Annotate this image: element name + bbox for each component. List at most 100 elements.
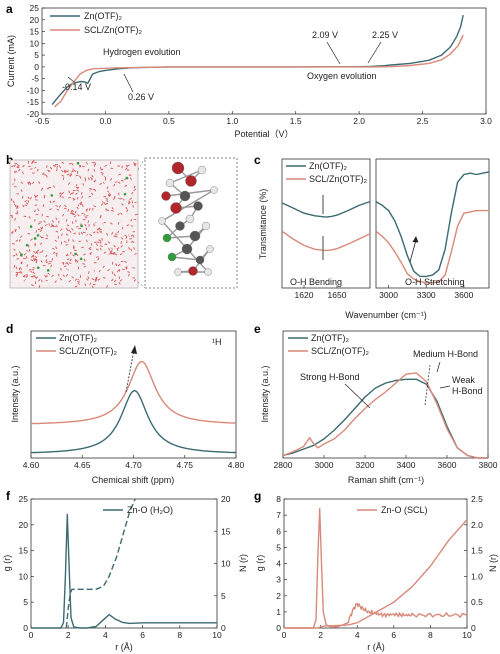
water-molecule [62, 213, 64, 217]
water-molecule [88, 271, 90, 274]
g-right-ytick-label: 1.5 [471, 546, 483, 556]
water-molecule [25, 188, 29, 192]
a-ytick-label: 20 [30, 15, 40, 25]
water-molecule [105, 208, 108, 211]
water-molecule [66, 262, 69, 266]
water-molecule [35, 177, 38, 180]
water-molecule [23, 261, 27, 264]
nucleus-label: ¹H [212, 337, 222, 347]
water-molecule [91, 285, 94, 289]
water-molecule [21, 273, 23, 277]
water-molecule [109, 178, 113, 181]
water-molecule [69, 230, 72, 233]
water-molecule [76, 206, 79, 210]
water-molecule [122, 232, 126, 235]
annotation-209: 2.09 V [312, 30, 338, 40]
water-molecule [125, 266, 128, 270]
water-molecule [76, 203, 79, 206]
water-molecule [94, 188, 97, 192]
water-molecule [61, 174, 65, 177]
water-molecule [117, 232, 120, 236]
water-molecule [124, 246, 126, 250]
water-molecule [59, 170, 62, 173]
water-molecule [65, 169, 68, 173]
axis-ticks-e: 2800 3000 3200 3400 3600 3800 [274, 455, 498, 470]
water-molecule [113, 197, 116, 200]
h-atom [197, 165, 207, 175]
water-molecule [22, 164, 25, 168]
legend-label-a-1: SCL/Zn(OTF)₂ [84, 25, 143, 35]
water-molecule [119, 279, 123, 282]
water-molecule [132, 234, 135, 238]
water-molecule [33, 258, 36, 262]
water-molecule [38, 192, 42, 195]
h-atom [185, 214, 195, 224]
water-molecule [86, 161, 88, 165]
water-molecule [11, 243, 15, 245]
water-molecule [121, 189, 124, 193]
water-molecule [117, 198, 121, 201]
c-right-xtick-label: 3300 [417, 290, 436, 300]
water-molecule [78, 237, 81, 241]
a-xtick-label: 2.0 [353, 116, 365, 126]
water-molecule [91, 192, 94, 196]
bond [165, 189, 215, 197]
ylabel-right-g: N (r) [488, 554, 498, 572]
water-molecule [55, 246, 58, 250]
water-molecule [53, 225, 57, 227]
water-molecule [108, 193, 112, 196]
water-molecule [100, 171, 104, 174]
water-molecule [56, 278, 60, 280]
series-d-1 [31, 360, 236, 425]
cl-atom [36, 234, 40, 237]
cl-atom [123, 192, 127, 196]
water-molecule [44, 224, 48, 227]
xlabel-e: Raman shift (cm⁻¹) [348, 475, 424, 485]
water-molecule [13, 248, 16, 251]
water-molecule [29, 265, 32, 269]
water-molecule [117, 213, 120, 216]
water-molecule [83, 248, 87, 251]
o-atom [185, 175, 197, 187]
water-molecule [63, 265, 67, 268]
series-lines-e [282, 372, 488, 459]
water-molecule [106, 285, 109, 288]
panel-letter-b: b [6, 153, 13, 167]
water-molecule [93, 270, 95, 274]
g-xtick-label: 8 [428, 630, 433, 640]
water-molecule [128, 162, 131, 165]
water-molecule [27, 191, 30, 195]
water-molecule [84, 283, 87, 287]
water-molecule [27, 250, 30, 254]
water-molecule [37, 230, 41, 233]
water-molecule [49, 208, 52, 211]
water-molecule [84, 198, 86, 202]
axis-ticks-a: -0.5 0.0 0.5 1.0 1.5 2.0 2.5 3.0 -20 -15 -10-5 0 5 10… [27, 3, 492, 126]
water-molecule [25, 202, 29, 205]
a-ytick-label: 5 [34, 50, 39, 60]
g-right-ytick-label: 2.5 [471, 494, 483, 504]
ylabel-c: Transmitance (%) [258, 189, 268, 260]
water-molecule [13, 264, 16, 268]
water-molecule [18, 186, 22, 190]
g-left-ytick-label: 3 [276, 575, 281, 585]
water-molecule [58, 242, 61, 246]
water-molecule [89, 187, 93, 190]
water-molecule [23, 253, 27, 256]
water-molecule [80, 191, 83, 195]
cl-atom [80, 224, 84, 228]
water-molecule [92, 231, 96, 234]
annotation-neg014: -0.14 V [62, 82, 91, 92]
water-molecule [38, 278, 41, 282]
water-molecule [28, 216, 31, 219]
water-molecule [127, 164, 130, 167]
cl-atom [36, 266, 40, 270]
f-left-ytick-label: 20 [19, 520, 29, 530]
water-molecule [83, 258, 86, 262]
water-molecule [38, 181, 41, 184]
water-molecule [61, 185, 64, 188]
arrow-209 [326, 41, 341, 65]
water-molecule [106, 173, 109, 177]
water-molecule [95, 276, 98, 280]
